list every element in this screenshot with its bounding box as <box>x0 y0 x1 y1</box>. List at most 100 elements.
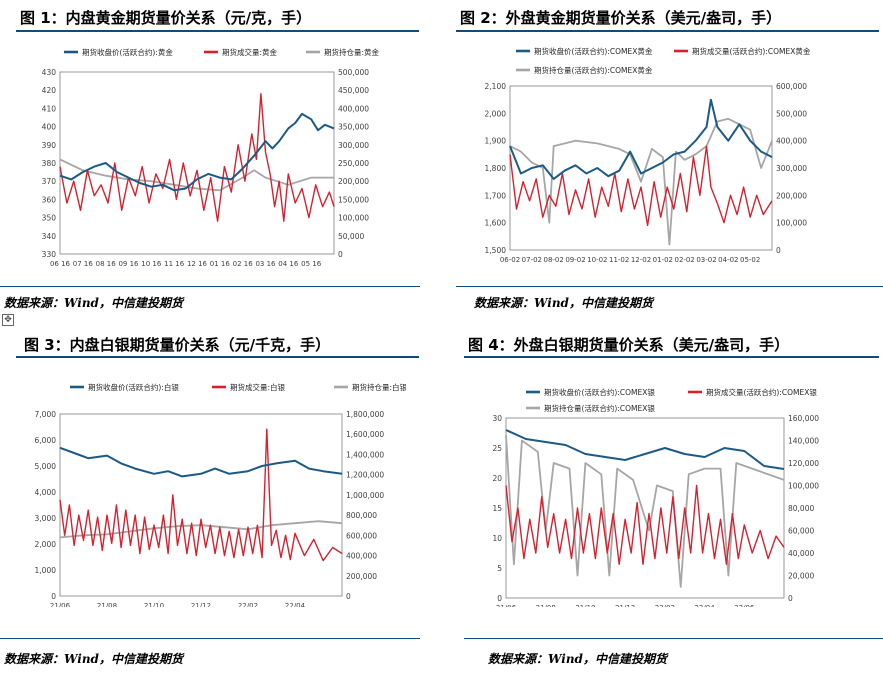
y-tick-label: 380 <box>42 159 57 168</box>
y2-tick-label: 200,000 <box>346 572 377 581</box>
y-tick-label: 2,100 <box>485 82 507 91</box>
y-tick-label: 1,000 <box>35 566 57 575</box>
plot-frame <box>505 417 785 599</box>
x-tick-label: 21/06 <box>50 602 71 607</box>
y-tick-label: 360 <box>42 195 57 204</box>
y2-tick-label: 100,000 <box>788 482 819 491</box>
x-tick-label: 08 16 <box>96 260 117 268</box>
series-line-price <box>505 429 785 470</box>
y2-tick-label: 300,000 <box>338 141 369 150</box>
y2-tick-label: 100,000 <box>776 219 807 228</box>
figure-2-source-rule <box>456 286 883 287</box>
figure-2-source: 数据来源：Wind，中信建投期货 <box>474 296 653 310</box>
x-tick-label: 12-02 <box>631 256 651 264</box>
x-tick-label: 11 16 <box>164 260 185 268</box>
x-tick-label: 21/12 <box>615 604 635 607</box>
chart-gold-domestic: 330 340 350 360 370 380 390 400 410 420 430 0 50,000… <box>16 36 396 271</box>
y-tick-label: 2,000 <box>35 540 57 549</box>
y-tick-label: 350 <box>42 214 57 223</box>
y2-tick-label: 1,800,000 <box>346 410 384 419</box>
plot-frame <box>59 71 335 255</box>
x-tick-label: 21/10 <box>144 602 164 607</box>
y-tick-label: 10 <box>492 534 502 543</box>
legend-label: 期货收盘价(活跃合约):白银 <box>88 382 179 392</box>
x-tick-label: 07-02 <box>522 256 542 264</box>
y2-tick-label: 160,000 <box>788 414 819 423</box>
chart-gold-comex: 1,500 1,600 1,700 1,800 1,900 2,000 2,100 0 100,… <box>470 36 820 271</box>
figure-3-source: 数据来源：Wind，中信建投期货 <box>4 652 183 666</box>
legend-label: 期货持仓量:黄金 <box>324 47 380 57</box>
y-tick-label: 1,700 <box>485 191 507 200</box>
series-line-oi <box>509 117 773 246</box>
y2-tick-label: 0 <box>338 250 343 259</box>
x-tick-label: 09-02 <box>565 256 585 264</box>
chart-svg-2: 1,500 1,600 1,700 1,800 1,900 2,000 2,100 0 100,… <box>485 46 811 264</box>
y-tick-label: 1,800 <box>485 164 507 173</box>
y-tick-label: 410 <box>42 104 57 113</box>
y2-tick-label: 450,000 <box>338 86 369 95</box>
y2-tick-label: 150,000 <box>338 195 369 204</box>
x-tick-label: 10-02 <box>587 256 607 264</box>
figure-1-title: 图 1：内盘黄金期货量价关系（元/克，手） <box>20 9 312 27</box>
chart-svg-3: 0 1,000 2,000 3,000 4,000 5,000 6,000 7,000 0 200… <box>35 382 406 607</box>
y2-tick-label: 600,000 <box>346 531 377 540</box>
x-tick-label: 03-02 <box>696 256 716 264</box>
series-line-volume <box>59 93 335 222</box>
legend-label: 期货成交量(活跃合约):COMEX银 <box>706 387 817 397</box>
y2-tick-label: 0 <box>776 246 781 255</box>
y2-tick-label: 250,000 <box>338 159 369 168</box>
y2-tick-label: 100,000 <box>338 214 369 223</box>
figure-3-title-rule <box>16 356 419 358</box>
figure-1-source-rule <box>0 286 420 287</box>
y2-tick-label: 120,000 <box>788 459 819 468</box>
figure-4-title: 图 4：外盘白银期货量价关系（美元/盎司，手） <box>468 336 790 354</box>
y2-tick-label: 1,200,000 <box>346 471 384 480</box>
y2-tick-label: 800,000 <box>346 511 377 520</box>
y-tick-label: 0 <box>51 592 56 601</box>
y2-tick-label: 50,000 <box>338 232 364 241</box>
x-tick-label: 01 16 <box>210 260 231 268</box>
y2-tick-label: 60,000 <box>788 527 814 536</box>
y-tick-label: 3,000 <box>35 514 57 523</box>
figure-3-source-rule <box>0 638 420 639</box>
figure-4-title-rule <box>464 356 879 358</box>
y-tick-label: 1,600 <box>485 219 507 228</box>
x-tick-label: 22/04 <box>285 602 306 607</box>
y-tick-label: 430 <box>42 68 57 77</box>
y2-tick-label: 1,000,000 <box>346 491 384 500</box>
x-tick-label: 21/10 <box>575 604 595 607</box>
y-tick-label: 7,000 <box>35 410 57 419</box>
y-tick-label: 15 <box>492 504 502 513</box>
figure-4-source: 数据来源：Wind，中信建投期货 <box>488 652 667 666</box>
series-line-volume <box>509 145 773 227</box>
y-tick-label: 6,000 <box>35 436 57 445</box>
chart-svg-4: 0 5 10 15 20 25 30 0 20,000 40,000 60,000 80,000 100… <box>492 387 819 607</box>
x-tick-label: 22/06 <box>734 604 755 607</box>
legend-label: 期货成交量:白银 <box>230 382 286 392</box>
plot-frame <box>59 413 343 597</box>
y-tick-label: 390 <box>42 141 57 150</box>
x-tick-label: 02-02 <box>674 256 694 264</box>
y2-tick-label: 500,000 <box>338 68 369 77</box>
move-anchor-icon[interactable]: ✥ <box>2 314 14 326</box>
y-tick-label: 25 <box>492 444 502 453</box>
y2-tick-label: 40,000 <box>788 549 814 558</box>
figure-1-title-rule <box>16 30 419 32</box>
legend-label: 期货收盘价(活跃合约):COMEX银 <box>544 387 655 397</box>
y2-tick-label: 80,000 <box>788 504 814 513</box>
x-tick-label: 22/04 <box>694 604 715 607</box>
y-tick-label: 1,500 <box>485 246 507 255</box>
y2-tick-label: 140,000 <box>788 437 819 446</box>
x-tick-label: 06-02 <box>500 256 520 264</box>
x-tick-label: 10 16 <box>141 260 162 268</box>
y2-tick-label: 200,000 <box>776 191 807 200</box>
series-line-volume <box>505 484 785 565</box>
series-line-oi <box>59 520 343 539</box>
y-tick-label: 330 <box>42 250 57 259</box>
x-tick-label: 03 16 <box>255 260 276 268</box>
x-tick-label: 22/02 <box>655 604 675 607</box>
y2-tick-label: 200,000 <box>338 177 369 186</box>
legend-label: 期货收盘价(活跃合约):COMEX黄金 <box>534 46 653 56</box>
y-tick-label: 340 <box>42 232 57 241</box>
y-tick-label: 1,900 <box>485 137 507 146</box>
